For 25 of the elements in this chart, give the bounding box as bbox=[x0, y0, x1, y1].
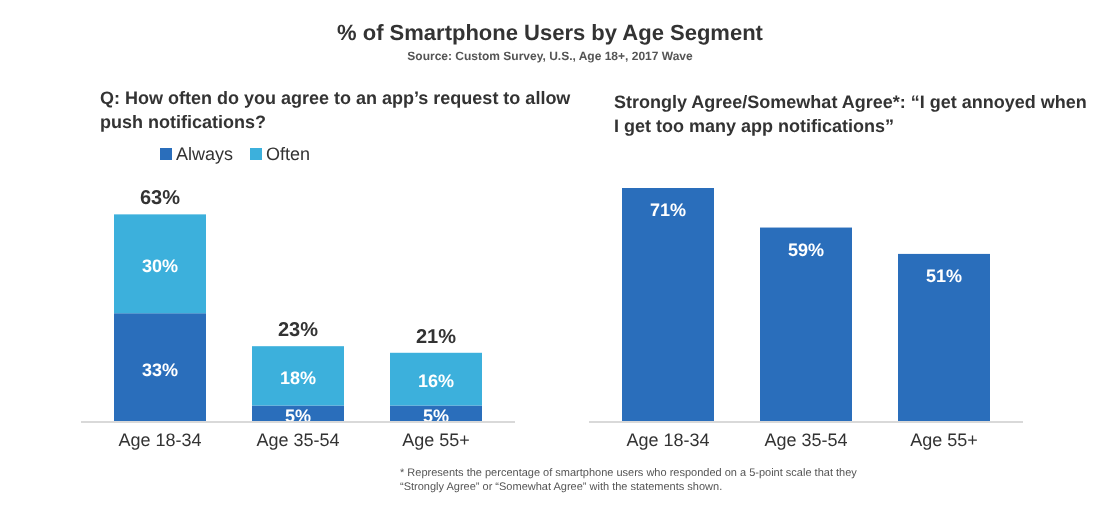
data-label: 16% bbox=[417, 371, 455, 392]
bar bbox=[114, 214, 206, 314]
bar bbox=[114, 313, 206, 422]
x-tick-label: Age 18-34 bbox=[118, 430, 202, 450]
x-tick-label: Age 35-54 bbox=[256, 430, 340, 450]
x-tick-label: Age 18-34 bbox=[626, 430, 710, 450]
total-label: 23% bbox=[277, 320, 319, 343]
legend-label: Often bbox=[266, 144, 311, 164]
bar bbox=[390, 352, 482, 406]
chart-title: Strongly Agree/Somewhat Agree*: “I get annoyed when I get too many app notifications” bbox=[614, 92, 1087, 136]
chart-subtitle: Q: How often do you agree to an app’s request to allow push notifications? bbox=[100, 88, 573, 132]
data-label: 30% bbox=[141, 255, 179, 276]
total-label: 21% bbox=[415, 326, 457, 349]
bar bbox=[252, 346, 344, 406]
x-tick-label: Age 35-54 bbox=[764, 430, 848, 450]
data-label: 71% bbox=[649, 200, 687, 220]
chart-title: % of Smartphone Users by Age Segment bbox=[337, 22, 764, 46]
data-label: 51% bbox=[925, 265, 963, 286]
data-label: 33% bbox=[141, 359, 179, 380]
total-label: 63% bbox=[139, 188, 181, 211]
x-tick-label: Age 55+ bbox=[402, 430, 470, 450]
legend-label: Always bbox=[176, 144, 235, 164]
data-label: 59% bbox=[787, 239, 825, 260]
x-tick-label: Age 55+ bbox=[910, 430, 978, 450]
data-label: 18% bbox=[279, 367, 317, 388]
